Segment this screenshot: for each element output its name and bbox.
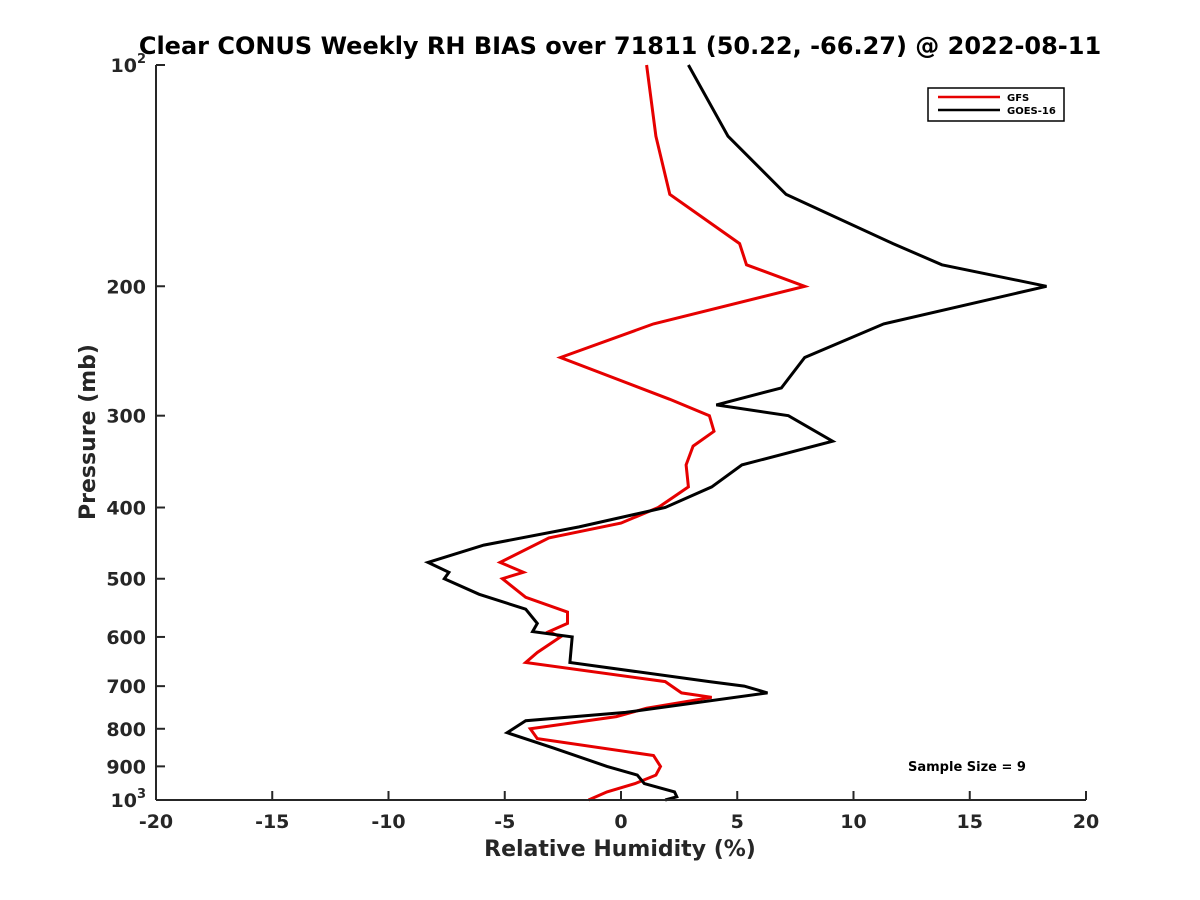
x-tick-label: -20 — [139, 811, 173, 833]
y-tick-label: 800 — [106, 719, 146, 741]
legend-label-goes-16: GOES-16 — [1007, 106, 1056, 117]
x-tick-label: 15 — [957, 811, 983, 833]
y-tick-label: 300 — [106, 406, 146, 428]
x-tick-label: 20 — [1073, 811, 1099, 833]
x-axis-label: Relative Humidity (%) — [484, 837, 756, 862]
series-line-goes-16 — [423, 64, 1047, 802]
legend-box — [927, 87, 1065, 122]
chart-title: Clear CONUS Weekly RH BIAS over 71811 (5… — [139, 32, 1101, 60]
y-axis-label: Pressure (mb) — [76, 344, 101, 520]
y-tick-label: 900 — [106, 756, 146, 778]
y-tick-label: 500 — [106, 569, 146, 591]
x-tick-label: 5 — [731, 811, 744, 833]
y-tick-label: 600 — [106, 627, 146, 649]
y-tick-label: 200 — [106, 276, 146, 298]
y-tick-label: 700 — [106, 676, 146, 698]
y-tick-label: 400 — [106, 498, 146, 520]
series-line-gfs — [496, 64, 810, 802]
y-tick-label: 102 — [111, 52, 147, 77]
x-tick-label: 10 — [840, 811, 866, 833]
plot-area — [423, 64, 1047, 802]
x-tick-label: -10 — [371, 811, 405, 833]
axes: -20 -15 -10 -5 0 5 10 15 20 102 200 300 400 500 600 700… — [106, 52, 1099, 833]
legend-label-gfs: GFS — [1007, 93, 1029, 104]
sample-size-annotation: Sample Size = 9 — [908, 760, 1026, 775]
legend: GFS GOES-16 — [927, 87, 1065, 122]
y-tick-label: 103 — [111, 787, 147, 812]
x-tick-label: -15 — [255, 811, 289, 833]
x-tick-label: 0 — [614, 811, 627, 833]
x-tick-label: -5 — [494, 811, 515, 833]
